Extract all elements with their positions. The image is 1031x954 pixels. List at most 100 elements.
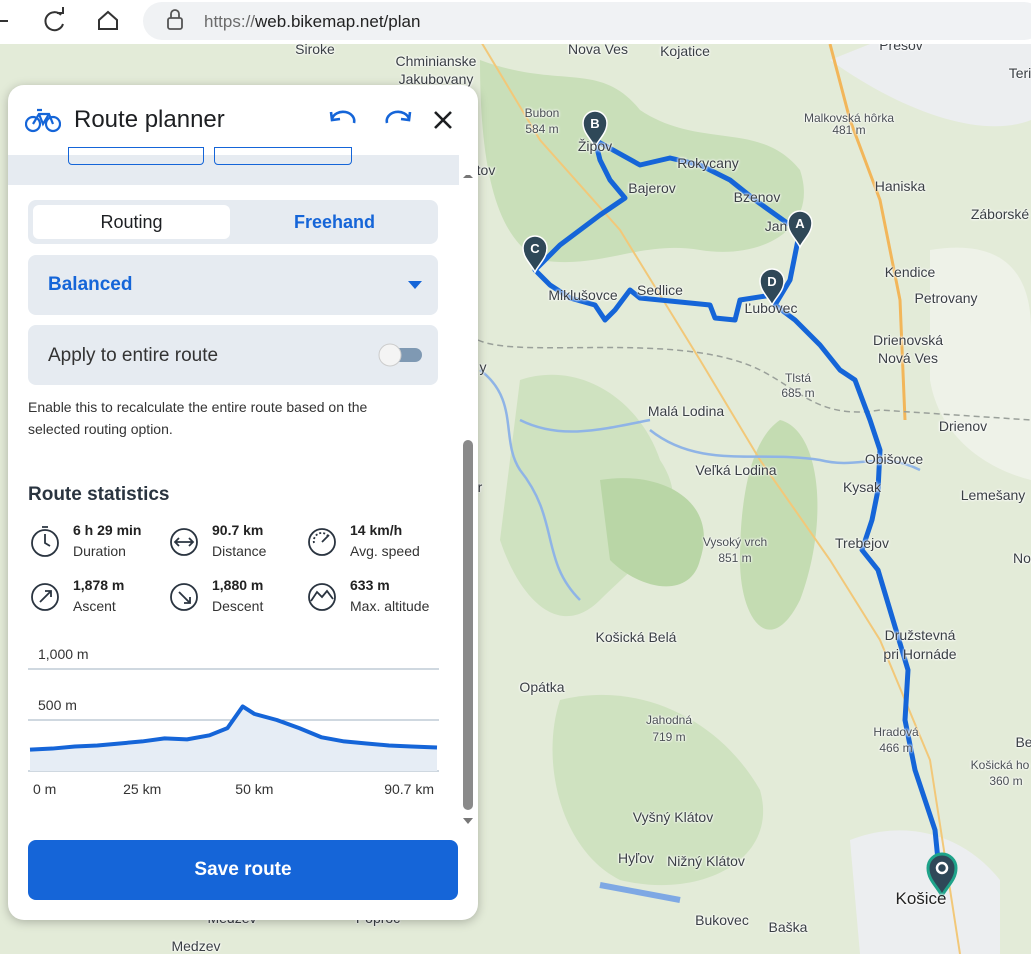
map-label: Lemešany <box>960 487 1026 503</box>
map-label: Obišovce <box>864 451 924 467</box>
map-label: y <box>479 359 487 375</box>
stat-label: Max. altitude <box>350 598 430 614</box>
redo-button[interactable] <box>385 110 412 124</box>
map-label: Jahodná <box>645 713 693 727</box>
map-label: Malá Lodina <box>647 403 725 419</box>
caret <box>408 281 422 289</box>
save-route-button[interactable]: Save route <box>28 840 458 900</box>
elevation-area <box>30 706 437 771</box>
map-label: 360 m <box>989 774 1023 788</box>
stat-label: Avg. speed <box>350 543 420 559</box>
toolbar-icons: https://web.bikemap.net/plan <box>0 2 1031 40</box>
routing-dropdown[interactable]: Balanced <box>28 255 438 315</box>
header-actions <box>329 110 452 129</box>
address-bar[interactable] <box>143 2 1031 40</box>
map-label: Ľubovec <box>744 300 798 316</box>
map-label: Košická Belá <box>595 629 677 645</box>
map-label: Petrovany <box>914 290 978 306</box>
marker-letter: A <box>795 216 805 231</box>
mode-switch: Routing Freehand <box>28 200 438 244</box>
map-label: Haniska <box>874 178 926 194</box>
stat-label: Duration <box>73 543 126 559</box>
toggle-label: Apply to entire route <box>48 345 219 366</box>
map-label: Kendice <box>884 264 936 280</box>
map-label: Košice <box>895 889 947 908</box>
close-button[interactable] <box>434 111 452 129</box>
map-label: Kysak <box>842 479 882 495</box>
map-label: Záborské <box>970 206 1030 222</box>
marker-letter: D <box>767 274 776 289</box>
scrollbar[interactable] <box>463 173 473 835</box>
map-label: 685 m <box>781 386 815 400</box>
stats-title: Route statistics <box>28 484 170 505</box>
map-label: Bzenov <box>733 189 781 205</box>
start-dot <box>935 861 949 875</box>
home-button[interactable] <box>98 10 118 30</box>
map-label: Chminianske <box>395 53 477 69</box>
map-label: pri Hornáde <box>883 646 957 662</box>
map-label: Nova Ves <box>568 44 628 57</box>
toggle-row: Apply to entire route <box>28 325 438 385</box>
route-marker <box>582 110 608 149</box>
cut-off-strip <box>8 147 459 185</box>
map-label: Prešov <box>879 44 923 53</box>
browser-toolbar: https://web.bikemap.net/plan <box>0 0 1031 44</box>
route-line <box>532 137 943 881</box>
url-scheme: https:// <box>204 12 255 31</box>
map-label: Nižný Klátov <box>667 853 745 869</box>
map-label: Baška <box>768 919 808 935</box>
map-label: Jan <box>764 218 788 234</box>
stat-value: 6 h 29 min <box>73 522 142 538</box>
marker-letter: C <box>530 241 540 256</box>
dropdown-value: Balanced <box>48 274 133 295</box>
map-label: Veľká Lodina <box>695 462 777 478</box>
map-label: 851 m <box>718 551 752 565</box>
reload-button[interactable] <box>44 7 64 32</box>
bike-icon <box>25 108 61 133</box>
map-label: Miklušovce <box>548 287 618 303</box>
map-label: Vyšný Klátov <box>632 809 714 825</box>
map-label: Hyľov <box>618 850 654 866</box>
map-label: Kojatice <box>660 44 710 59</box>
toggle[interactable] <box>376 342 426 368</box>
x-tick-label: 90.7 km <box>384 781 434 797</box>
start-marker <box>926 852 958 900</box>
map-label: Košická ho <box>970 758 1030 772</box>
map-label: Hradová <box>873 725 919 739</box>
stat-value: 633 m <box>350 577 390 593</box>
map-label: Žipov <box>577 138 613 154</box>
y-tick-label: 1,000 m <box>38 646 89 662</box>
map-label: r <box>477 479 483 495</box>
help-text: Enable this to recalculate the entire ro… <box>28 399 368 437</box>
stat-label: Ascent <box>73 598 116 614</box>
undo-button[interactable] <box>329 110 356 124</box>
map-label: Vysoký vrch <box>702 535 768 549</box>
stat-label: Distance <box>212 543 267 559</box>
map-label: Jakubovany <box>398 71 474 87</box>
panel-title: Route planner <box>74 106 225 133</box>
route-marker <box>522 235 548 274</box>
map-label: Bajerov <box>628 180 676 196</box>
y-tick-label: 500 m <box>38 697 77 713</box>
map-label: Drienov <box>938 418 988 434</box>
map-label: Malkovská hôrka <box>803 111 895 125</box>
map-label: No <box>1013 550 1031 566</box>
map-label: Be <box>1015 734 1031 750</box>
map-label: 719 m <box>652 730 686 744</box>
routing-tab[interactable]: Routing <box>33 205 230 239</box>
map-label: Tlstá <box>784 371 812 385</box>
map-label: 481 m <box>832 123 866 137</box>
freehand-tab[interactable]: Freehand <box>293 212 376 232</box>
map-label: Sedlice <box>637 282 683 298</box>
map-label: Bukovec <box>695 912 749 928</box>
x-tick-label: 25 km <box>123 781 161 797</box>
stat-value: 90.7 km <box>212 522 264 538</box>
x-tick-label: 0 m <box>33 781 56 797</box>
map-label: Trebejov <box>835 535 889 551</box>
route-planner-panel: Route planner Routing Freehand Balanced … <box>8 85 478 920</box>
map-label: Bubon <box>524 106 560 120</box>
stat-value: 14 km/h <box>350 522 403 538</box>
map-label: tov <box>476 162 496 178</box>
